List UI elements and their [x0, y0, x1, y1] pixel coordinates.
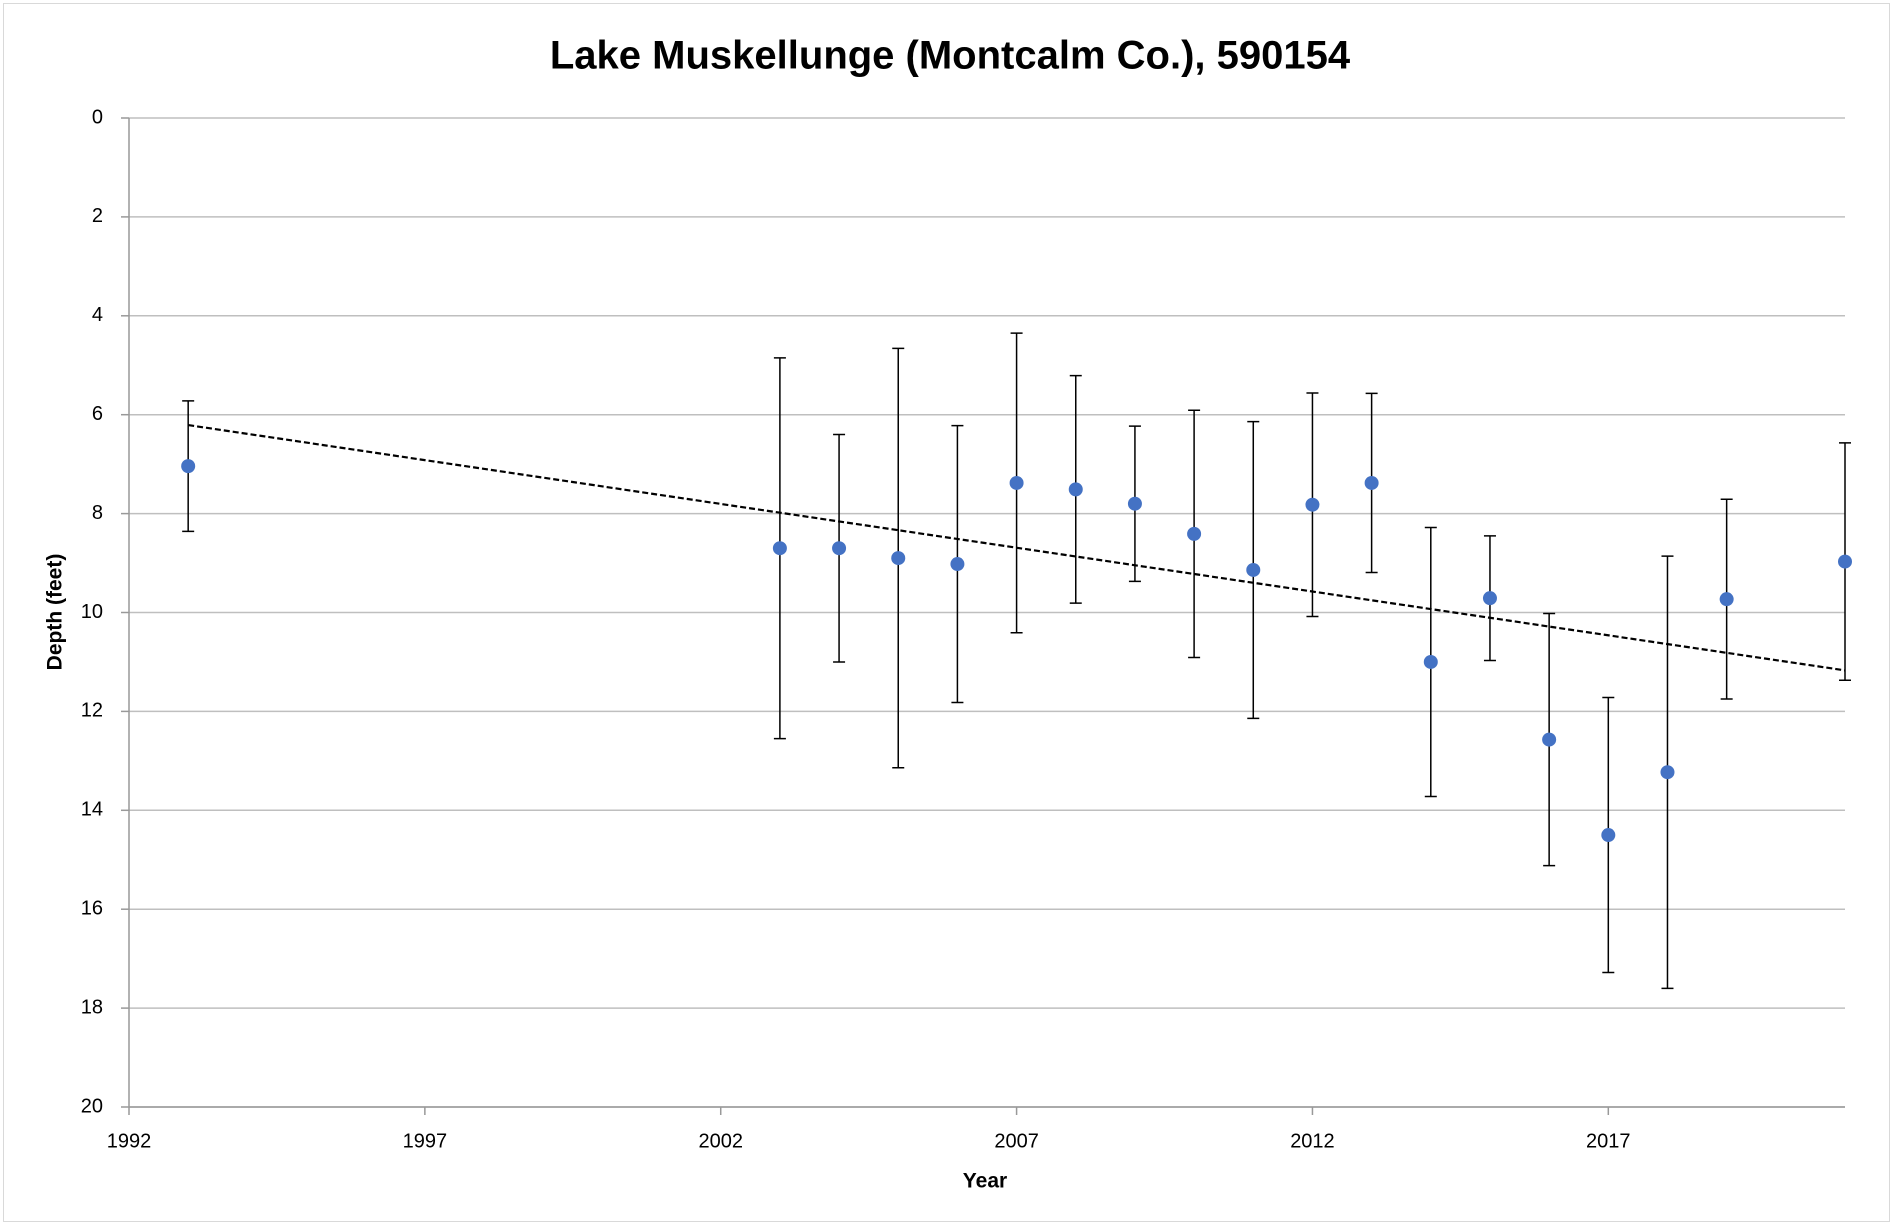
x-tick-label: 2002 — [698, 1130, 743, 1152]
y-tick-label: 0 — [92, 106, 103, 128]
y-tick-label: 18 — [81, 996, 103, 1018]
data-point — [181, 459, 196, 474]
data-point — [1305, 497, 1320, 512]
data-point — [1127, 496, 1142, 511]
data-point — [1068, 482, 1083, 497]
data-point — [1187, 526, 1202, 541]
data-point — [1719, 592, 1734, 607]
chart-title: Lake Muskellunge (Montcalm Co.), 590154 — [550, 34, 1351, 78]
x-tick-label: 2017 — [1586, 1130, 1631, 1152]
y-tick-label: 10 — [81, 601, 103, 623]
data-point — [1364, 475, 1379, 490]
data-point — [1601, 828, 1616, 843]
y-tick-label: 20 — [81, 1095, 103, 1117]
y-tick-label: 8 — [92, 502, 103, 524]
y-tick-label: 14 — [81, 799, 103, 821]
data-point — [1660, 765, 1675, 780]
x-axis-title: Year — [963, 1170, 1007, 1193]
data-point — [1482, 591, 1497, 606]
x-tick-label: 1992 — [107, 1130, 152, 1152]
y-axis-title: Depth (feet) — [44, 554, 67, 671]
data-point — [950, 557, 965, 572]
data-point — [1009, 475, 1024, 490]
y-tick-label: 12 — [81, 700, 103, 722]
data-point — [891, 551, 906, 566]
y-tick-label: 6 — [92, 403, 103, 425]
y-tick-label: 16 — [81, 897, 103, 919]
data-point — [772, 541, 787, 556]
data-point — [1542, 732, 1557, 747]
y-tick-label: 2 — [92, 205, 103, 227]
data-point — [1838, 554, 1852, 569]
x-tick-label: 2012 — [1290, 1130, 1335, 1152]
data-point — [1246, 562, 1261, 577]
data-point — [1423, 654, 1438, 669]
data-point — [832, 541, 847, 556]
x-tick-label: 2007 — [994, 1130, 1039, 1152]
x-tick-label: 1997 — [403, 1130, 448, 1152]
y-tick-label: 4 — [92, 304, 103, 326]
